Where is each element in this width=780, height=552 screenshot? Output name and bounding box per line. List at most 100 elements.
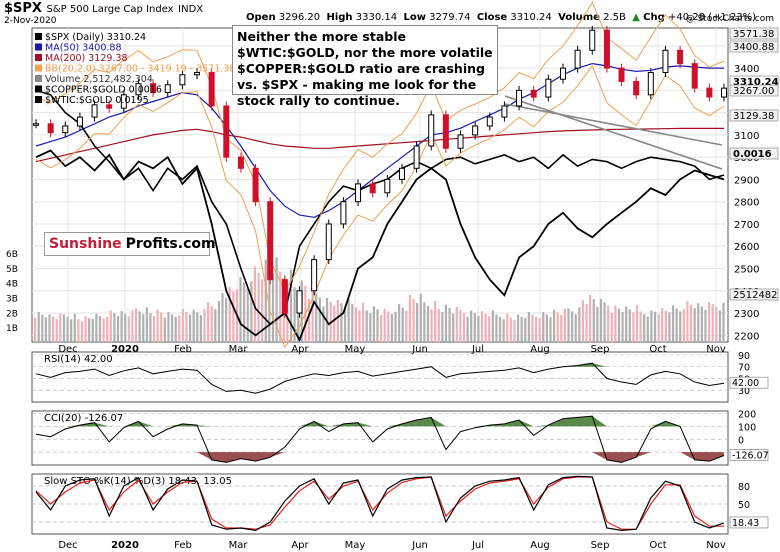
volume-bar bbox=[412, 298, 415, 342]
value-tag: 3267.00 bbox=[733, 86, 774, 97]
candle-body bbox=[516, 89, 523, 107]
volume-bar bbox=[44, 317, 48, 342]
volume-bar bbox=[614, 305, 617, 342]
month-tick-label: Apr bbox=[291, 344, 309, 355]
volume-bar bbox=[596, 306, 599, 342]
volume-tick-label: 6B bbox=[6, 250, 18, 260]
candle-body bbox=[325, 223, 332, 261]
chg-value: +40.28 (+1.23%) bbox=[667, 12, 757, 23]
volume-tick-label: 5B bbox=[6, 265, 18, 275]
volume-bar bbox=[347, 298, 350, 342]
volume-bar bbox=[480, 311, 484, 342]
candle-body bbox=[398, 167, 405, 180]
price-lines bbox=[35, 1, 725, 349]
volume-bar bbox=[113, 313, 116, 342]
value-tag: 3400.88 bbox=[733, 42, 774, 53]
price-tick-label: 2700 bbox=[734, 220, 759, 231]
volume-bar bbox=[214, 309, 217, 342]
volume-bar bbox=[498, 316, 502, 342]
volume-bar bbox=[174, 316, 177, 342]
candle-body bbox=[413, 145, 420, 169]
volume-bar bbox=[264, 259, 267, 342]
legend-swatch bbox=[35, 85, 42, 93]
annotation-box: Neither the more stable $WTIC:$GOLD, nor… bbox=[232, 25, 498, 108]
low-value: 3279.74 bbox=[429, 12, 471, 23]
open-value: 3296.20 bbox=[278, 12, 321, 23]
volume-bar bbox=[80, 321, 84, 342]
volume-bar bbox=[542, 312, 545, 342]
volume-bar bbox=[343, 306, 347, 342]
month-tick-label: Sep bbox=[591, 540, 610, 551]
volume-bar bbox=[477, 315, 480, 342]
price-candles bbox=[33, 25, 727, 318]
indicator-tick-label: 70 bbox=[738, 363, 750, 374]
indicator-value: 18.43 bbox=[732, 518, 759, 529]
candle-body bbox=[721, 87, 727, 98]
volume-bar bbox=[34, 318, 37, 342]
month-tick-label: Mar bbox=[229, 344, 249, 355]
volume-bar bbox=[621, 311, 624, 342]
month-tick-label: 2020 bbox=[111, 540, 139, 551]
candle-body bbox=[618, 67, 625, 82]
volume-bar bbox=[167, 312, 170, 342]
volume-bar bbox=[567, 308, 570, 342]
volume-bar bbox=[261, 279, 264, 342]
volume-bar bbox=[138, 311, 141, 342]
volume-bar bbox=[408, 295, 412, 342]
month-tick-label: May bbox=[345, 344, 366, 355]
volume-bar bbox=[484, 313, 487, 342]
volume-bar bbox=[704, 309, 707, 342]
month-tick-label: Dec bbox=[58, 540, 77, 551]
volume-bar bbox=[37, 312, 40, 342]
index-name: S&P 500 Large Cap Index bbox=[46, 4, 174, 15]
month-tick-label: Aug bbox=[530, 344, 550, 355]
trendline-lower bbox=[504, 103, 723, 146]
volume-bar bbox=[243, 282, 246, 342]
indicator-tick-label: 200 bbox=[738, 410, 756, 421]
series-line-ma200 bbox=[35, 127, 724, 163]
volume-bar bbox=[462, 312, 466, 342]
volume-bar bbox=[358, 310, 361, 342]
volume-bar bbox=[354, 307, 357, 342]
legend-swatch bbox=[35, 64, 42, 72]
volume-bar bbox=[322, 306, 325, 342]
volume-bar bbox=[207, 302, 210, 342]
volume-bar bbox=[293, 287, 296, 342]
volume-bar bbox=[246, 287, 249, 342]
volume-bar bbox=[109, 310, 112, 342]
volume-bar bbox=[441, 311, 444, 342]
volume-bars: 1B 2B 3B 4B 5B 6B bbox=[6, 250, 725, 342]
volume-bar bbox=[84, 316, 87, 342]
candle-body bbox=[428, 114, 435, 147]
volume-bar bbox=[563, 308, 567, 342]
candle-body bbox=[457, 134, 464, 149]
candle-body bbox=[647, 72, 654, 96]
volume-tick-label: 4B bbox=[6, 280, 18, 290]
volume-bar bbox=[225, 297, 228, 342]
volume-bar bbox=[383, 308, 386, 342]
indicator-value-box bbox=[729, 376, 769, 389]
volume-bar bbox=[253, 266, 257, 342]
volume-bar bbox=[333, 305, 336, 342]
volume-bar bbox=[560, 314, 563, 342]
volume-bar bbox=[452, 313, 455, 342]
volume-bar bbox=[134, 308, 138, 342]
month-tick-label: Feb bbox=[174, 344, 192, 355]
legend-swatch bbox=[35, 75, 42, 82]
volume-bar bbox=[297, 292, 300, 342]
ohlc-summary: Open 3296.20 High 3330.14 Low 3279.74 Cl… bbox=[246, 12, 756, 23]
volume-bar bbox=[448, 307, 451, 342]
volume-bar bbox=[635, 305, 639, 342]
volume-bar bbox=[170, 314, 174, 342]
volume-bar bbox=[239, 277, 242, 342]
candle-body bbox=[281, 279, 288, 314]
volume-bar bbox=[401, 307, 404, 342]
indicator-value-box bbox=[729, 449, 769, 461]
candle-body bbox=[106, 104, 113, 109]
volume-bar bbox=[488, 316, 491, 342]
indicator-value: 42.00 bbox=[732, 378, 759, 389]
volume-bar bbox=[545, 314, 548, 342]
volume-bar bbox=[516, 314, 520, 342]
candle-body bbox=[486, 116, 493, 127]
volume-bar bbox=[437, 308, 440, 342]
